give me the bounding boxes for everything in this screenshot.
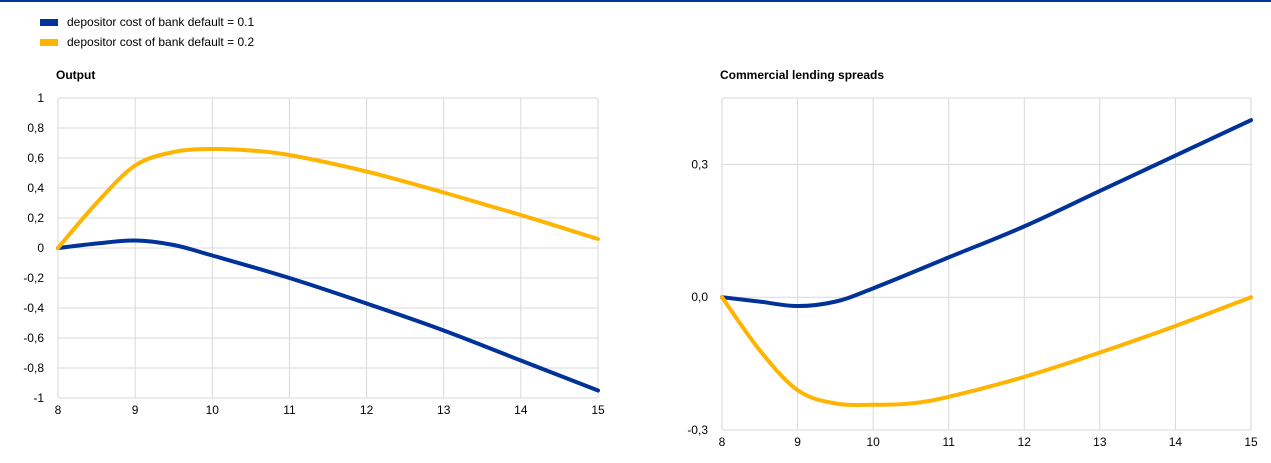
chart-title: Output: [56, 68, 96, 82]
x-tick-label: 11: [283, 403, 296, 417]
series-line: [56, 238, 600, 393]
y-tick-label: -0,6: [23, 331, 44, 345]
y-tick-label: -0,4: [23, 301, 44, 315]
output-chart-svg: 1 0,8 0,6 0,4 0,2 0 -0,2 -0,4 -0,6 -0,8 -1 8 9 10 11 12…: [23, 91, 605, 417]
legend-swatch: [40, 18, 58, 26]
legend-label: depositor cost of bank default = 0.2: [67, 35, 255, 49]
x-tick-label: 12: [1018, 435, 1032, 449]
x-tick-label: 14: [1169, 435, 1183, 449]
output-chart: Output 1 0,8 0,6 0,4 0,2 0 -0,2 -0,4 -0,6 -0,8 -1 8…: [0, 68, 620, 458]
x-tick-label: 14: [514, 403, 528, 417]
series-line: [720, 295, 1253, 408]
series-line: [720, 118, 1253, 309]
x-tick-label: 9: [132, 403, 139, 417]
x-tick-label: 13: [437, 403, 451, 417]
series-line: [56, 146, 600, 250]
x-tick-label: 8: [719, 435, 726, 449]
y-tick-label: 1: [37, 91, 44, 105]
commercial-lending-spreads-chart-svg: 0,3 0,0 -0,3 8 9 10 11 12 13 14 15: [687, 97, 1258, 449]
x-tick-label: 13: [1093, 435, 1107, 449]
y-tick-label: 0,6: [27, 151, 44, 165]
y-tick-label: -0,8: [23, 361, 44, 375]
legend-item: depositor cost of bank default = 0.1: [40, 12, 254, 32]
y-tick-label: -0,2: [23, 271, 44, 285]
x-tick-label: 15: [1244, 435, 1258, 449]
y-tick-label: 0: [37, 241, 44, 255]
y-tick-label: 0,8: [27, 121, 44, 135]
y-tick-label: 0,4: [27, 181, 44, 195]
top-rule: [0, 0, 1271, 2]
x-tick-label: 8: [55, 403, 62, 417]
x-tick-label: 10: [206, 403, 220, 417]
x-tick-label: 11: [942, 435, 955, 449]
legend: depositor cost of bank default = 0.1 dep…: [40, 12, 254, 52]
y-tick-label: -1: [33, 391, 44, 405]
y-tick-label: 0,3: [691, 157, 708, 171]
x-tick-label: 10: [866, 435, 880, 449]
y-tick-label: -0,3: [687, 423, 708, 437]
legend-label: depositor cost of bank default = 0.1: [67, 15, 255, 29]
chart-title: Commercial lending spreads: [720, 68, 885, 82]
x-tick-label: 12: [360, 403, 374, 417]
x-tick-label: 9: [794, 435, 801, 449]
legend-item: depositor cost of bank default = 0.2: [40, 32, 254, 52]
legend-swatch: [40, 38, 58, 46]
commercial-lending-spreads-chart: Commercial lending spreads 0,3 0,0 -0,3 8 9 1…: [640, 68, 1271, 458]
y-tick-label: 0,2: [27, 211, 44, 225]
x-tick-label: 15: [591, 403, 605, 417]
y-tick-label: 0,0: [691, 290, 708, 304]
